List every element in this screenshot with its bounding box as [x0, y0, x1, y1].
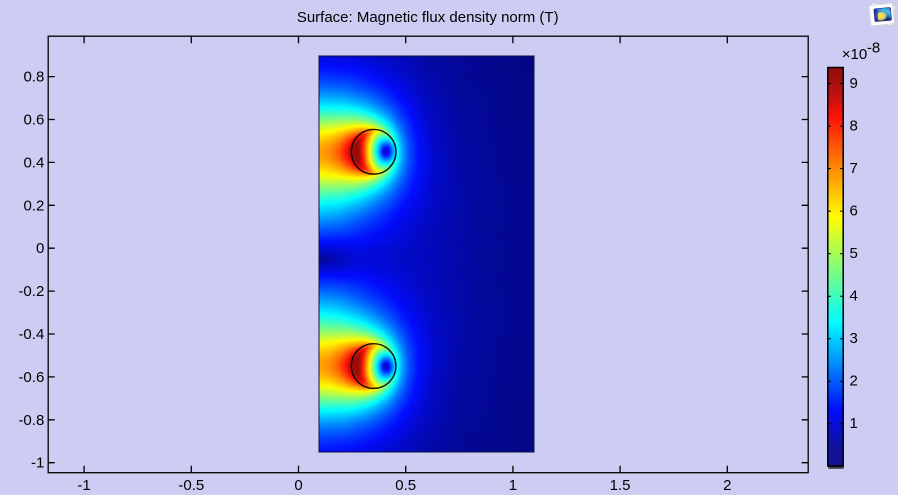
svg-text:-0.2: -0.2: [18, 283, 44, 300]
svg-text:0.6: 0.6: [23, 112, 44, 129]
svg-text:0.2: 0.2: [23, 197, 44, 214]
svg-text:-8: -8: [867, 39, 880, 56]
svg-text:0.4: 0.4: [23, 154, 44, 171]
svg-text:3: 3: [850, 330, 858, 347]
svg-text:1: 1: [850, 415, 858, 432]
svg-text:5: 5: [850, 245, 858, 262]
svg-text:2: 2: [850, 373, 858, 390]
svg-text:0.8: 0.8: [23, 69, 44, 86]
svg-text:4: 4: [850, 288, 858, 305]
svg-text:-1: -1: [77, 477, 90, 494]
svg-text:2: 2: [723, 477, 731, 494]
svg-text:-1: -1: [31, 455, 44, 472]
svg-text:8: 8: [850, 117, 858, 134]
svg-text:-0.8: -0.8: [18, 412, 44, 429]
svg-text:-0.6: -0.6: [18, 369, 44, 386]
svg-text:0: 0: [36, 240, 44, 257]
svg-text:-0.5: -0.5: [178, 477, 204, 494]
svg-text:1: 1: [509, 477, 517, 494]
svg-text:0.5: 0.5: [395, 477, 416, 494]
svg-text:0: 0: [294, 477, 302, 494]
svg-text:6: 6: [850, 202, 858, 219]
svg-text:Surface: Magnetic flux density: Surface: Magnetic flux density norm (T): [297, 9, 559, 26]
svg-text:1.5: 1.5: [610, 477, 631, 494]
svg-text:×10: ×10: [842, 46, 867, 63]
svg-text:-0.4: -0.4: [18, 326, 44, 343]
svg-text:9: 9: [850, 75, 858, 92]
svg-text:7: 7: [850, 160, 858, 177]
